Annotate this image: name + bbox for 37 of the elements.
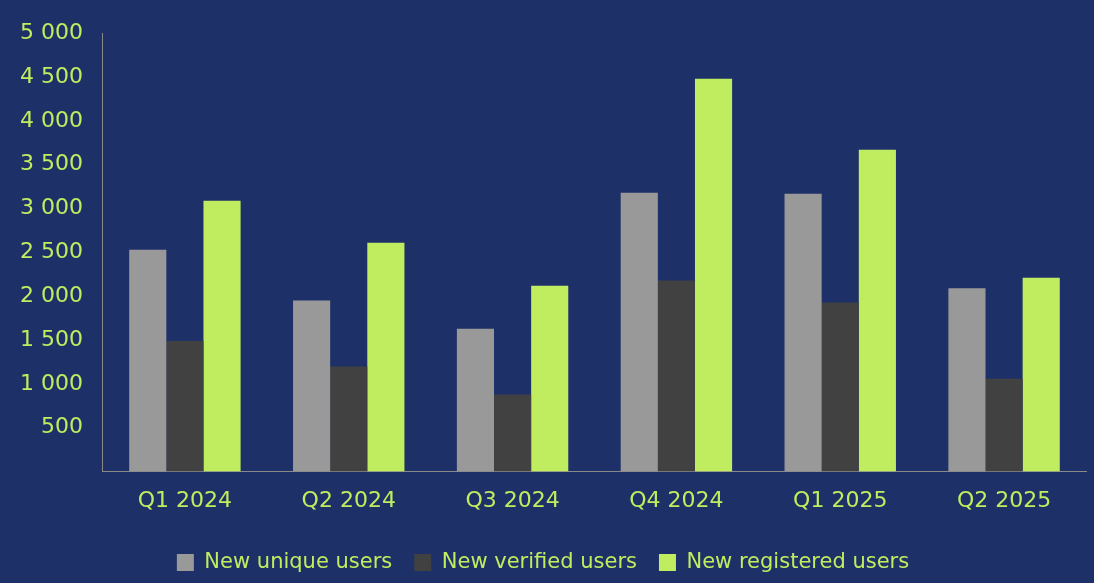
y-tick-label: 5 000: [20, 18, 83, 44]
legend-label: New unique users: [204, 548, 393, 573]
bar: [166, 340, 204, 472]
bar: [203, 200, 241, 472]
y-tick-label: 1 000: [20, 369, 83, 395]
bar: [985, 378, 1023, 472]
x-tick-label: Q1 2024: [137, 486, 233, 512]
bar: [948, 288, 986, 472]
bar: [784, 193, 822, 472]
y-tick-label: 4 500: [20, 62, 83, 88]
bar: [694, 78, 733, 472]
y-tick-label: 1 500: [20, 325, 83, 351]
x-tick-label: Q1 2025: [793, 486, 888, 512]
x-tick-label: Q2 2025: [956, 486, 1052, 512]
bar: [821, 302, 859, 472]
bar: [129, 249, 167, 472]
y-tick-label: 3 500: [20, 150, 83, 176]
bar: [494, 394, 532, 472]
bar: [293, 300, 331, 472]
bar: [620, 192, 658, 472]
x-tick-label: Q3 2024: [465, 486, 560, 512]
y-tick-label: 4 000: [20, 106, 83, 132]
bar: [367, 242, 405, 472]
bar: [1022, 277, 1060, 472]
bar: [330, 366, 368, 472]
legend-label: New registered users: [686, 548, 910, 573]
bar: [456, 328, 494, 472]
y-tick-label: 2 500: [20, 238, 83, 264]
bar: [657, 280, 695, 472]
legend-label: New verified users: [441, 548, 637, 573]
x-tick-label: Q2 2024: [301, 486, 396, 512]
y-tick-label: 500: [40, 413, 83, 439]
bar: [531, 285, 569, 472]
y-tick-label: 2 000: [20, 281, 83, 307]
x-tick-label: Q4 2024: [629, 486, 724, 512]
y-tick-label: 3 000: [20, 194, 83, 220]
bar: [858, 149, 896, 472]
